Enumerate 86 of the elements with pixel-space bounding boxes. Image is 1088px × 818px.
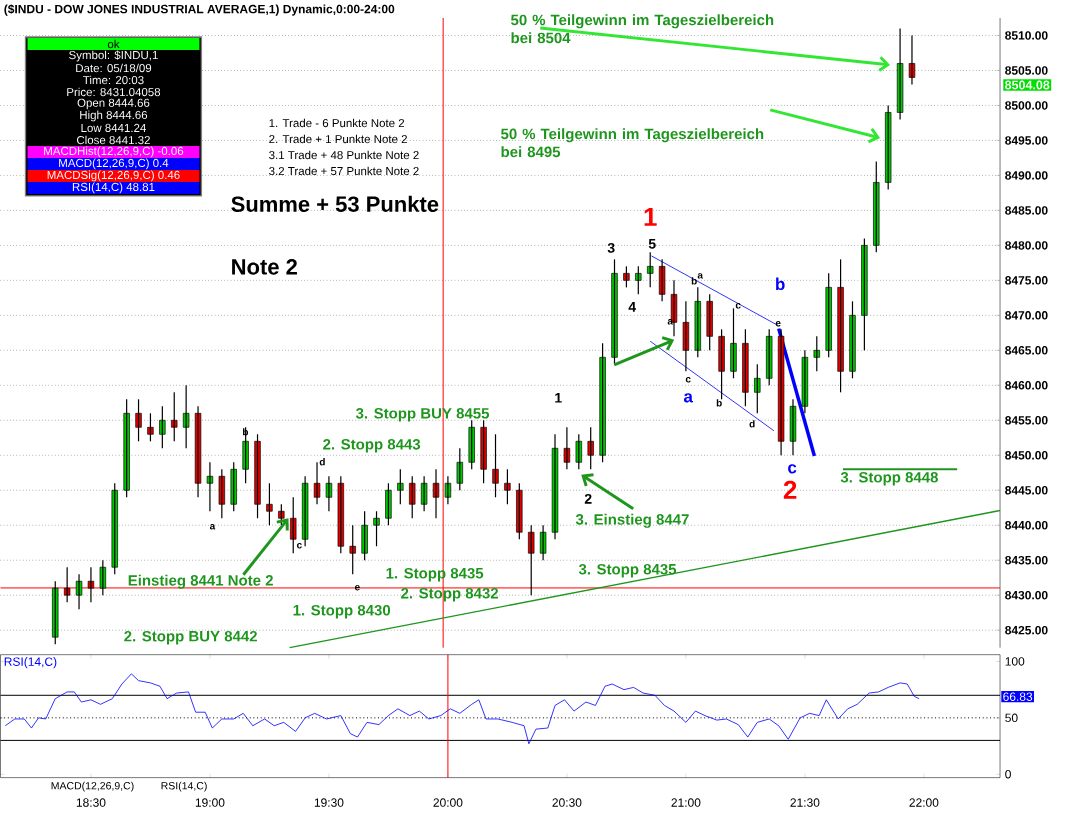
- text: 8504.08: [1005, 80, 1050, 90]
- x-tick-label: 18:30: [76, 798, 106, 808]
- annotation: 3: [607, 243, 615, 254]
- y-tick-label: 50: [1005, 713, 1018, 723]
- annotation: MACDSig(12,26,9,C) 0.46: [47, 170, 180, 182]
- chart-title: ($INDU - DOW JONES INDUSTRIAL AVERAGE,1) Dynamic,0:00-24:00: [4, 4, 395, 16]
- annotation: 3.2 Trade + 57 Punkte Note 2: [269, 166, 419, 176]
- annotation: b: [691, 277, 697, 285]
- annotation: 3.1 Trade + 48 Punkte Note 2: [269, 150, 419, 160]
- annotation: Time: 20:03: [83, 75, 144, 85]
- annotation: Date: 05/18/09: [76, 63, 152, 73]
- annotation: 2: [783, 480, 797, 500]
- annotation: MACD(12,26,9,C) 0.4: [59, 158, 169, 170]
- x-tick-label: 19:30: [314, 798, 344, 808]
- y-tick-label: 8455.00: [1005, 416, 1048, 425]
- y-tick-label: 8430.00: [1005, 591, 1048, 600]
- annotation: a: [209, 524, 216, 530]
- annotation: 3. Einstieg 8447: [575, 513, 689, 528]
- y-tick-label: 8510.00: [1005, 31, 1048, 40]
- annotation: c: [788, 464, 797, 474]
- y-tick-label: 8435.00: [1005, 556, 1048, 565]
- x-tick-label: 20:30: [552, 798, 582, 808]
- annotation: Summe + 53 Punkte: [231, 196, 439, 213]
- y-tick-label: 8460.00: [1005, 381, 1048, 390]
- y-tick-label: 8445.00: [1005, 486, 1048, 495]
- annotation: Price: 8431.04058: [67, 87, 161, 97]
- y-tick-label: 8470.00: [1005, 311, 1048, 320]
- y-tick-label: 0: [1005, 770, 1011, 779]
- y-tick-label: 8495.00: [1005, 136, 1048, 145]
- chart-title: RSI(14,C): [4, 657, 57, 669]
- x-tick-label: 22:00: [909, 798, 939, 808]
- x-tick-label: 21:00: [671, 798, 701, 808]
- annotation: High 8444.66: [80, 110, 148, 122]
- annotation: Einstieg 8441 Note 2: [128, 574, 273, 589]
- annotation: e: [354, 585, 360, 591]
- x-tick-label: 20:00: [433, 798, 463, 808]
- annotation: 5: [648, 239, 656, 249]
- y-tick-label: 8425.00: [1005, 626, 1048, 635]
- annotation: 2. Stopp BUY 8442: [124, 631, 257, 645]
- annotation: b: [243, 428, 249, 436]
- annotation: MACDHist(12,26,9,C) -0.06: [44, 146, 184, 158]
- annotation: Open 8444.66: [77, 98, 150, 110]
- annotation: 1: [555, 393, 562, 403]
- annotation: d: [319, 458, 325, 466]
- y-tick-label: 8480.00: [1005, 241, 1048, 250]
- y-tick-label: 8475.00: [1005, 276, 1048, 285]
- annotation: c: [735, 303, 741, 309]
- annotation: RSI(14,C) 48.81: [72, 182, 155, 194]
- annotation: ok: [107, 39, 120, 49]
- annotation: 4: [628, 302, 637, 312]
- y-tick-label: 8450.00: [1005, 451, 1048, 460]
- y-tick-label: 8440.00: [1005, 521, 1048, 530]
- annotation: d: [749, 420, 755, 428]
- annotation: 2: [584, 494, 592, 504]
- y-tick-label: 100: [1005, 657, 1025, 666]
- annotation: b: [716, 399, 722, 407]
- annotation: 2. Trade + 1 Punkte Note 2: [269, 134, 407, 144]
- x-tick-label: 21:30: [790, 798, 820, 808]
- annotation: Low 8441.24: [81, 124, 146, 133]
- annotation: 50 % Teilgewinn im Tageszielbereich bei 8495: [501, 128, 764, 158]
- annotation: Symbol: $INDU,1: [69, 50, 158, 62]
- y-tick-label: 8505.00: [1005, 66, 1048, 75]
- annotation: c: [296, 543, 302, 549]
- text: RSI(14,C): [161, 781, 207, 792]
- y-tick-label: 8500.00: [1005, 101, 1048, 110]
- annotation: 50 % Teilgewinn im Tageszielbereich bei 8504: [511, 14, 774, 44]
- annotation: e: [775, 321, 781, 327]
- annotation: 3. Stopp 8435: [578, 564, 677, 578]
- annotation: 3. Stopp 8448: [840, 472, 938, 486]
- annotation: 1: [644, 208, 657, 227]
- annotation: c: [685, 377, 691, 383]
- text: MACD(12,26,9,C): [51, 781, 134, 792]
- text: 66.83: [1003, 692, 1033, 702]
- annotation: 2. Stopp 8443: [323, 439, 421, 453]
- annotation: 1. Trade - 6 Punkte Note 2: [269, 118, 405, 128]
- y-tick-label: 8485.00: [1005, 206, 1048, 215]
- annotation: a: [697, 273, 704, 279]
- x-tick-label: 19:00: [195, 798, 225, 808]
- annotation: a: [683, 393, 694, 403]
- annotation: 1. Stopp 8430: [293, 605, 391, 619]
- y-tick-label: 8465.00: [1005, 346, 1048, 355]
- y-tick-label: 8490.00: [1005, 171, 1048, 180]
- annotation: Close 8441.32: [77, 135, 150, 145]
- annotation: Note 2: [232, 259, 297, 275]
- annotation: b: [776, 277, 785, 291]
- annotation: a: [667, 319, 674, 325]
